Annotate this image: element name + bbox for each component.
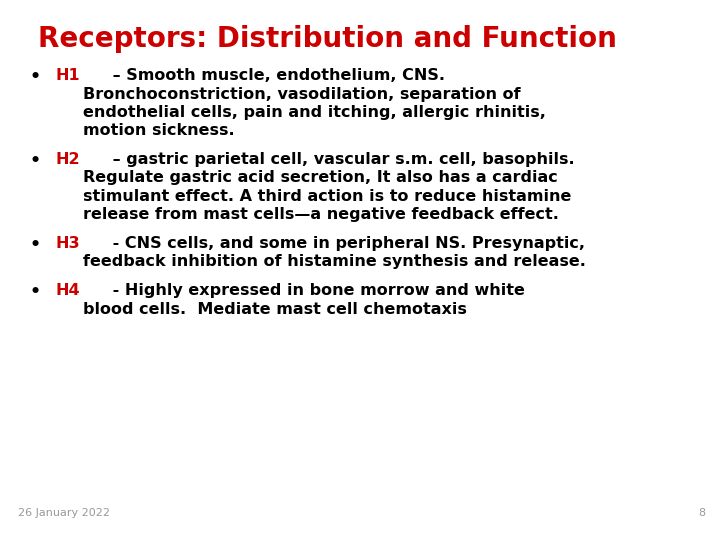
Text: 8: 8: [698, 508, 705, 518]
Text: blood cells.  Mediate mast cell chemotaxis: blood cells. Mediate mast cell chemotaxi…: [83, 301, 467, 316]
Text: H3: H3: [55, 236, 80, 251]
Text: Regulate gastric acid secretion, It also has a cardiac: Regulate gastric acid secretion, It also…: [83, 171, 558, 186]
Text: - CNS cells, and some in peripheral NS. Presynaptic,: - CNS cells, and some in peripheral NS. …: [107, 236, 585, 251]
Text: – gastric parietal cell, vascular s.m. cell, basophils.: – gastric parietal cell, vascular s.m. c…: [107, 152, 575, 167]
Text: endothelial cells, pain and itching, allergic rhinitis,: endothelial cells, pain and itching, all…: [83, 105, 546, 120]
Text: •: •: [30, 236, 41, 254]
Text: •: •: [30, 152, 41, 170]
Text: Bronchoconstriction, vasodilation, separation of: Bronchoconstriction, vasodilation, separ…: [83, 86, 521, 102]
Text: 26 January 2022: 26 January 2022: [18, 508, 110, 518]
Text: •: •: [30, 68, 41, 86]
Text: feedback inhibition of histamine synthesis and release.: feedback inhibition of histamine synthes…: [83, 254, 586, 269]
Text: H2: H2: [55, 152, 80, 167]
Text: stimulant effect. A third action is to reduce histamine: stimulant effect. A third action is to r…: [83, 189, 572, 204]
Text: H1: H1: [55, 68, 80, 83]
Text: motion sickness.: motion sickness.: [83, 124, 235, 138]
Text: - Highly expressed in bone morrow and white: - Highly expressed in bone morrow and wh…: [107, 283, 525, 298]
Text: Receptors: Distribution and Function: Receptors: Distribution and Function: [38, 25, 617, 53]
Text: – Smooth muscle, endothelium, CNS.: – Smooth muscle, endothelium, CNS.: [107, 68, 445, 83]
Text: •: •: [30, 283, 41, 301]
Text: H4: H4: [55, 283, 80, 298]
Text: release from mast cells—a negative feedback effect.: release from mast cells—a negative feedb…: [83, 207, 559, 222]
